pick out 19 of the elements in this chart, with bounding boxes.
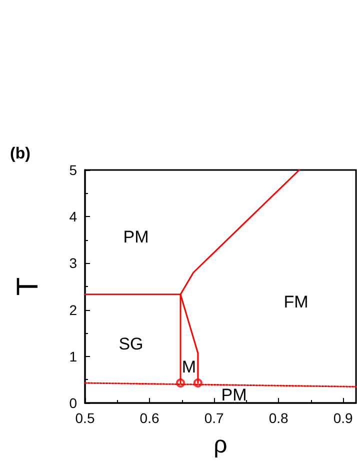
y-tick-label: 4: [69, 208, 78, 225]
x-axis-title: ρ: [214, 432, 228, 458]
x-tick-label: 0.6: [140, 410, 160, 426]
x-tick-label: 0.7: [204, 410, 224, 426]
annotation: PM: [221, 386, 247, 404]
text: (b): [10, 146, 30, 162]
x-tick-label: 0.5: [75, 410, 95, 426]
annotation: M: [182, 358, 196, 376]
y-tick-label: 0: [69, 395, 78, 411]
annotation: PM: [123, 228, 149, 246]
x-tick-label: 0.9: [333, 410, 354, 426]
x-tick-label: 0.8: [268, 410, 289, 426]
y-axis-title: T: [12, 277, 44, 296]
annotation: FM: [284, 292, 308, 312]
annotation: SG: [118, 334, 144, 354]
y-tick-label: 5: [69, 162, 78, 178]
y-tick-label: 2: [69, 302, 78, 318]
y-tick-label: 1: [69, 348, 78, 364]
y-tick-label: 3: [69, 255, 78, 272]
